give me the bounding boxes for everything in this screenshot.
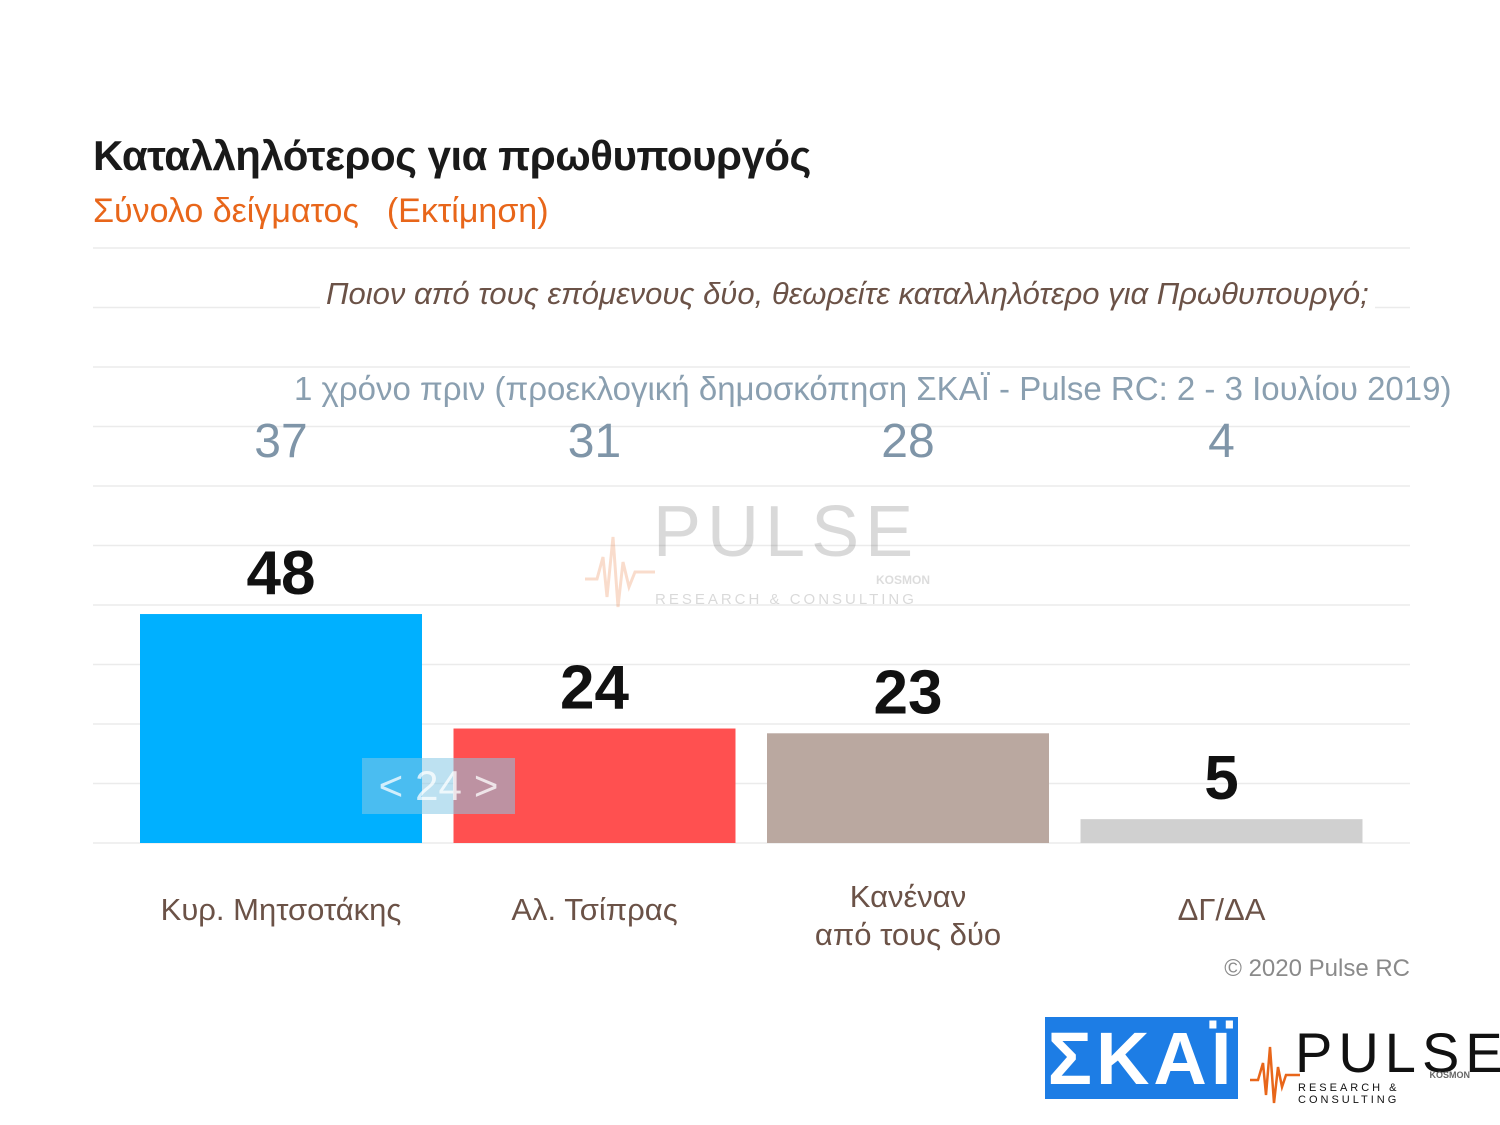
bar xyxy=(767,733,1049,843)
prev-page-button[interactable]: < xyxy=(378,762,404,809)
subtitle: Σύνολο δείγματος (Εκτίμηση) xyxy=(93,192,549,231)
category-label: ΔΓ/ΔΑ xyxy=(1178,892,1266,927)
pulse-logo-kosmon: KOSMON xyxy=(1429,1070,1471,1080)
bar-value-label: 23 xyxy=(874,658,943,727)
pulse-logo-tagline: RESEARCH & CONSULTING xyxy=(1298,1082,1400,1106)
previous-value-label: 4 xyxy=(1208,415,1235,468)
page-title: Καταλληλότερος για πρωθυπουργός xyxy=(93,132,811,179)
page-navigator[interactable]: < 24 > xyxy=(362,758,515,814)
pulse-watermark: PULSE KOSMON RESEARCH & CONSULTING xyxy=(585,492,930,615)
copyright: © 2020 Pulse RC xyxy=(1224,955,1410,982)
bar xyxy=(1080,819,1363,843)
previous-poll-note: 1 χρόνο πριν (προεκλογική δημοσκόπηση ΣΚ… xyxy=(290,370,1456,408)
watermark-kosmon-text: KOSMON xyxy=(876,573,930,587)
previous-value-label: 31 xyxy=(568,415,621,468)
pulse-logo-text: PULSE xyxy=(1295,1021,1500,1084)
skai-logo: ΣΚΑΪ xyxy=(1045,1017,1238,1100)
previous-value-label: 37 xyxy=(254,415,307,468)
subtitle-estimate: (Εκτίμηση) xyxy=(386,192,549,230)
category-label: Κυρ. Μητσοτάκης xyxy=(161,892,402,927)
previous-value-label: 28 xyxy=(881,415,934,468)
watermark-pulse-text: PULSE xyxy=(653,492,920,572)
pulse-wave-icon xyxy=(585,536,655,608)
survey-question: Ποιον από τους επόμενους δύο, θεωρείτε κ… xyxy=(320,276,1375,312)
watermark-tagline: RESEARCH & CONSULTING xyxy=(655,591,917,608)
category-label: Αλ. Τσίπρας xyxy=(511,892,677,927)
category-label: Κανέναν xyxy=(850,879,966,914)
next-page-button[interactable]: > xyxy=(473,762,499,809)
pulse-logo-wave-icon xyxy=(1250,1046,1300,1104)
bar-value-label: 48 xyxy=(247,539,316,608)
page-number: 24 xyxy=(415,762,462,809)
subtitle-sample: Σύνολο δείγματος xyxy=(93,192,359,230)
bar-value-label: 5 xyxy=(1204,744,1238,813)
bar-value-label: 24 xyxy=(560,654,629,723)
category-label: από τους δύο xyxy=(815,917,1001,952)
pulse-logo: PULSE KOSMON RESEARCH & CONSULTING xyxy=(1250,1020,1500,1106)
